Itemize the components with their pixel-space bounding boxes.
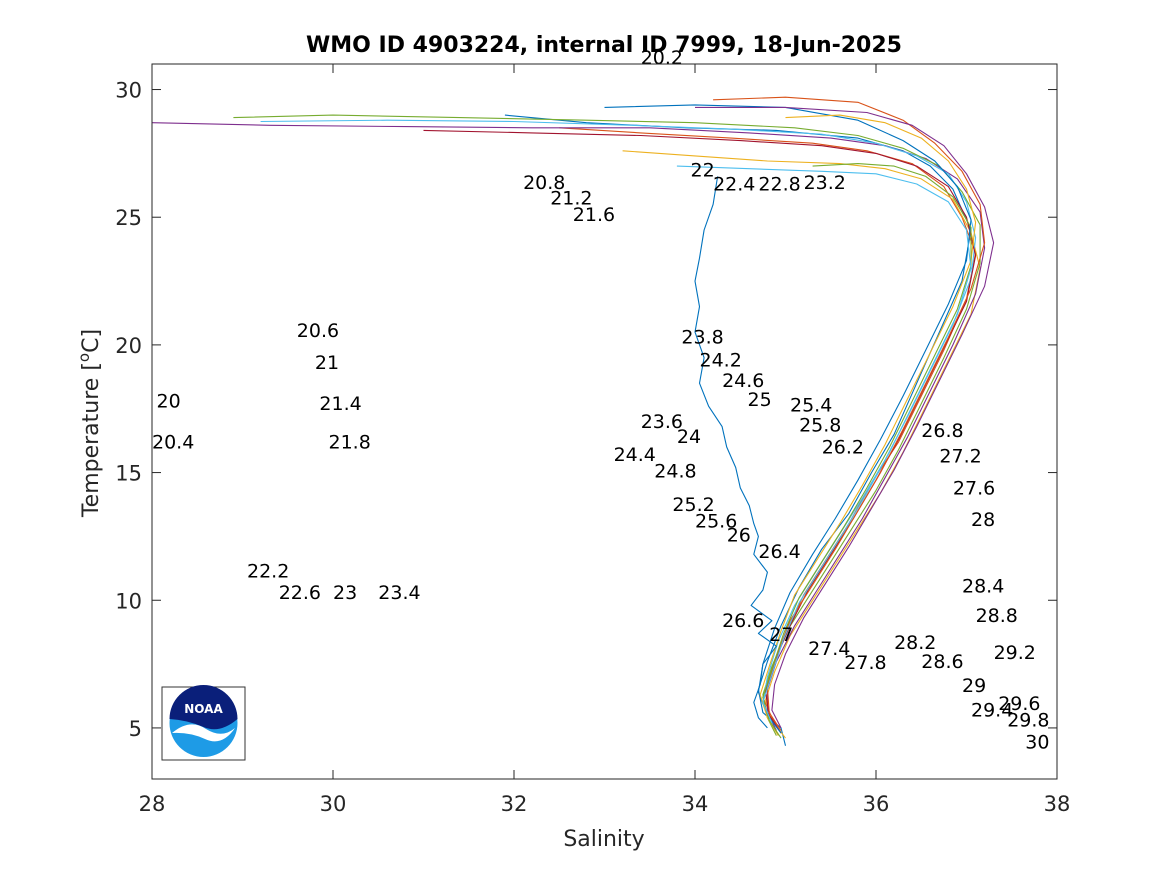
isopycnal-label-40: 27 [769, 624, 793, 646]
profile-line-13 [694, 176, 777, 729]
y-axis-label-main: Temperature [ [79, 362, 104, 518]
isopycnal-label-47: 29.6 [998, 693, 1040, 715]
isopycnal-label-45: 28.6 [921, 651, 963, 673]
isopycnal-label-46: 29 [962, 675, 986, 697]
isopycnal-label-22: 27.2 [939, 445, 981, 467]
isopycnal-label-6: 22.8 [758, 173, 800, 195]
isopycnal-label-4: 22 [691, 159, 715, 181]
isopycnal-label-3: 21.6 [573, 204, 615, 226]
chart-title: WMO ID 4903224, internal ID 7999, 18-Jun… [306, 33, 902, 58]
isopycnal-label-29: 25.2 [672, 494, 714, 516]
isopycnal-label-34: 22.6 [279, 582, 321, 604]
x-tick-label-0: 28 [139, 792, 166, 816]
isopycnal-label-30: 25.6 [695, 511, 737, 533]
isopycnal-label-32: 26.4 [758, 541, 800, 563]
isopycnal-label-18: 25.4 [790, 394, 832, 416]
y-tick-label-2: 15 [115, 462, 142, 486]
y-axis: 5 10 15 20 25 30 [115, 79, 1057, 741]
isopycnal-label-26: 24 [677, 426, 701, 448]
isopycnal-label-41: 27.4 [808, 638, 850, 660]
isopycnal-label-9: 21 [315, 352, 339, 374]
profile-line-2 [622, 150, 981, 739]
isopycnal-label-7: 23.2 [804, 172, 846, 194]
isopycnal-label-1: 20.8 [523, 172, 565, 194]
isopycnal-label-39: 26.6 [722, 610, 764, 632]
isopycnal-label-5: 22.4 [713, 173, 755, 195]
logo-text: NOAA [184, 702, 223, 716]
isopycnal-label-17: 25 [748, 389, 772, 411]
x-tick-label-3: 34 [682, 792, 709, 816]
x-axis-label: Salinity [563, 827, 644, 852]
profile-lines [152, 96, 995, 746]
isopycnal-label-23: 27.6 [953, 477, 995, 499]
profile-line-5 [260, 119, 977, 724]
y-axis-label-superscript: o [75, 353, 93, 362]
isopycnal-label-25: 23.6 [641, 411, 683, 433]
isopycnal-label-38: 28.8 [976, 605, 1018, 627]
plot-frame [151, 63, 1058, 780]
profile-line-12 [695, 106, 995, 729]
y-tick-label-3: 20 [115, 334, 142, 358]
isopycnal-label-14: 23.8 [681, 327, 723, 349]
logo-gull-icon [172, 724, 235, 742]
isopycnal-label-48: 29.4 [971, 699, 1013, 721]
y-tick-label-5: 30 [115, 79, 142, 103]
isopycnal-label-44: 27.8 [844, 652, 886, 674]
isopycnal-label-2: 21.2 [550, 187, 592, 209]
x-tick-label-5: 38 [1044, 792, 1071, 816]
profile-line-7 [604, 104, 972, 734]
isopycnal-label-24: 28 [971, 509, 995, 531]
logo-dark-top [169, 685, 238, 730]
isopycnal-label-42: 28.2 [894, 632, 936, 654]
isopycnal-label-12: 20.4 [152, 431, 194, 453]
isopycnal-label-10: 20 [157, 391, 181, 413]
isopycnal-label-35: 23 [333, 582, 357, 604]
x-tick-label-4: 36 [863, 792, 890, 816]
x-tick-label-2: 32 [501, 792, 528, 816]
noaa-logo: NOAA [161, 685, 246, 761]
y-axis-label: Temperature [oC] [75, 329, 104, 518]
isopycnal-label-28: 24.8 [654, 461, 696, 483]
isopycnal-label-50: 30 [1025, 731, 1049, 753]
isopycnal-label-43: 29.2 [994, 642, 1036, 664]
profile-line-3 [152, 122, 986, 731]
isopycnal-label-21: 26.8 [921, 420, 963, 442]
profile-line-11 [676, 165, 972, 724]
isopycnal-label-16: 24.6 [722, 370, 764, 392]
isopycnal-label-31: 26 [727, 525, 751, 547]
y-tick-label-4: 25 [115, 206, 142, 230]
isopycnal-label-33: 22.2 [247, 560, 289, 582]
x-axis: 28 30 32 34 36 38 [139, 64, 1071, 816]
isopycnal-label-19: 25.8 [799, 415, 841, 437]
profile-line-9 [759, 114, 977, 736]
isopycnal-label-36: 23.4 [378, 582, 420, 604]
y-tick-label-1: 10 [115, 589, 142, 613]
plot-background [152, 64, 1057, 779]
isopycnal-label-13: 21.8 [329, 431, 371, 453]
isopycnal-label-27: 24.4 [614, 444, 656, 466]
isopycnal-label-20: 26.2 [822, 436, 864, 458]
x-tick-label-1: 30 [320, 792, 347, 816]
isopycnal-label-8: 20.6 [297, 320, 339, 342]
profile-line-10 [762, 163, 972, 739]
y-tick-label-0: 5 [129, 717, 142, 741]
isopycnal-label-49: 29.8 [1007, 710, 1049, 732]
isopycnal-label-37: 28.4 [962, 576, 1004, 598]
y-axis-label-unit: C] [79, 329, 104, 353]
isopycnal-label-15: 24.2 [700, 350, 742, 372]
profile-line-8 [713, 96, 986, 731]
isopycnal-label-11: 21.4 [319, 393, 361, 415]
